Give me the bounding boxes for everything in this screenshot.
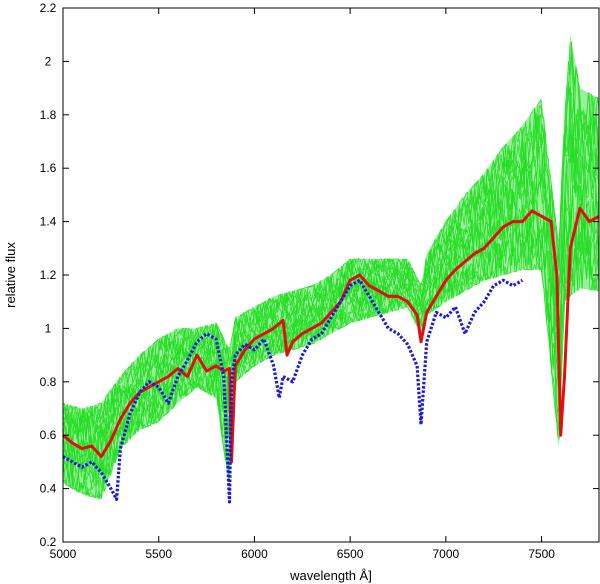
y-tick-label: 2.2 [40, 1, 57, 15]
x-tick-label: 6000 [241, 547, 268, 561]
red-solid-series-line [62, 206, 600, 464]
green-model-trace [62, 153, 600, 472]
y-tick-label: 2 [45, 54, 52, 68]
y-tick-label: 0.8 [40, 375, 57, 389]
x-tick-label: 7000 [433, 547, 460, 561]
y-tick-label: 1.6 [40, 161, 57, 175]
green-model-trace [62, 41, 600, 425]
green-model-trace [62, 116, 600, 463]
y-tick-label: 1.2 [40, 268, 57, 282]
green-band-envelope [63, 34, 599, 500]
x-axis-label: wavelength Å] [289, 568, 372, 583]
x-tick-label: 7500 [528, 547, 555, 561]
x-tick-label: 5500 [145, 547, 172, 561]
y-tick-label: 1.8 [40, 108, 57, 122]
blue-dotted-series-line [62, 278, 524, 504]
ticks-layer: 5000 5500 6000 6500 7000 7500 0.2 0.4 0.6 0.8 1 1.2… [40, 1, 599, 561]
y-tick-label: 1.4 [40, 215, 57, 229]
x-tick-label: 5000 [50, 547, 77, 561]
series-layer [62, 206, 600, 504]
y-tick-label: 0.2 [40, 535, 57, 549]
green-model-trace [62, 203, 600, 490]
green-band-layer [62, 34, 600, 500]
y-tick-label: 0.6 [40, 428, 57, 442]
y-tick-label: 0.4 [40, 482, 57, 496]
y-tick-label: 1 [45, 321, 52, 335]
green-model-trace [62, 88, 600, 444]
y-axis-label: relative flux [3, 242, 18, 308]
x-tick-label: 6500 [337, 547, 364, 561]
